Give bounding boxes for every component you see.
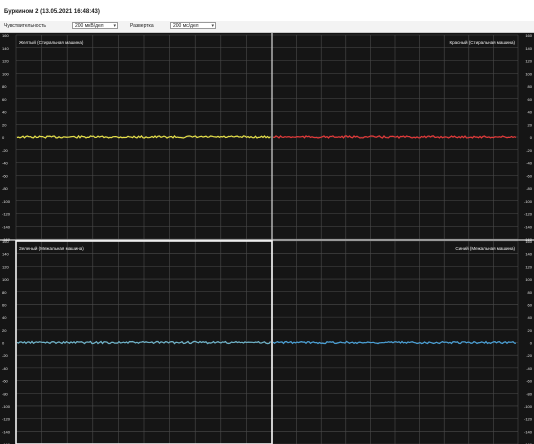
axis-tick-label-right: -60	[526, 173, 533, 178]
axis-tick-label-right: 80	[528, 290, 533, 295]
axis-tick-label-right: 120	[525, 264, 532, 269]
axis-tick-label-right: -80	[526, 186, 533, 191]
sensitivity-value: 200 мкВ/дел	[75, 23, 104, 29]
axis-tick-label-right: -60	[526, 379, 533, 384]
axis-tick-label-left: 60	[2, 97, 7, 102]
axis-tick-label-left: 0	[2, 135, 5, 140]
axis-tick-label-left: 20	[2, 328, 7, 333]
panel-label: Желтый (Стиральная машина)	[19, 39, 84, 45]
axis-tick-label-left: 120	[2, 59, 9, 64]
axis-tick-label-left: 40	[2, 110, 7, 115]
axis-tick-label-right: 140	[525, 252, 532, 257]
axis-tick-label-right: 120	[525, 59, 532, 64]
axis-tick-label-right: 100	[525, 277, 532, 282]
oscilloscope-area: 160 140 120 100 80 60 40 20 0 -20 -40 -60 -80 -100 -12…	[0, 33, 534, 444]
axis-tick-label-right: -140	[524, 224, 533, 229]
oscilloscope-canvas: 160 140 120 100 80 60 40 20 0 -20 -40 -60 -80 -100 -12…	[0, 33, 534, 444]
axis-tick-label-left: 20	[2, 122, 7, 127]
axis-tick-label-right: -40	[526, 161, 533, 166]
axis-tick-label-right: -40	[526, 366, 533, 371]
axis-tick-label-right: 40	[528, 315, 533, 320]
axis-tick-label-left: -120	[2, 212, 11, 217]
sweep-value: 200 мс/дел	[173, 23, 199, 29]
axis-tick-label-left: 120	[2, 264, 9, 269]
axis-tick-label-right: -160	[524, 237, 533, 242]
axis-tick-label-left: -160	[2, 237, 11, 242]
panel-label: Красный (Стиральная машина)	[449, 39, 515, 45]
axis-tick-label-right: -120	[524, 212, 533, 217]
axis-tick-label-right: -20	[526, 353, 533, 358]
axis-tick-label-right: 60	[528, 302, 533, 307]
axis-tick-label-left: 80	[2, 84, 7, 89]
axis-tick-label-left: -40	[2, 366, 9, 371]
toolbar: Чувствительность 200 мкВ/дел ▾ Развертка…	[0, 21, 534, 33]
axis-tick-label-left: -20	[2, 353, 9, 358]
sensitivity-select[interactable]: 200 мкВ/дел ▾	[72, 22, 118, 29]
signal-trace	[16, 134, 271, 139]
axis-tick-label-right: 40	[528, 110, 533, 115]
title-bar: Буркином 2 (13.05.2021 16:48:43)	[0, 0, 534, 21]
axis-tick-label-left: -20	[2, 148, 9, 153]
axis-tick-label-right: 20	[528, 328, 533, 333]
axis-tick-label-left: 0	[2, 341, 5, 346]
axis-tick-label-left: -140	[2, 224, 11, 229]
axis-tick-label-right: 0	[530, 341, 533, 346]
axis-tick-label-left: -60	[2, 173, 9, 178]
axis-tick-label-left: 80	[2, 290, 7, 295]
axis-tick-label-left: -100	[2, 404, 11, 409]
chevron-down-icon: ▾	[211, 23, 214, 29]
panel-label: Зеленый (Межальная машина)	[19, 245, 84, 251]
signal-trace	[16, 340, 271, 345]
axis-tick-label-left: -60	[2, 379, 9, 384]
axis-tick-label-left: 160	[2, 33, 9, 38]
axis-tick-label-left: 100	[2, 71, 9, 76]
axis-tick-label-right: 0	[530, 135, 533, 140]
axis-tick-label-left: -100	[2, 199, 11, 204]
axis-tick-label-left: 100	[2, 277, 9, 282]
signal-trace	[272, 134, 517, 139]
axis-tick-label-left: -40	[2, 161, 9, 166]
axis-tick-label-right: 20	[528, 122, 533, 127]
axis-tick-label-right: 160	[525, 239, 532, 244]
axis-tick-label-left: -80	[2, 391, 9, 396]
axis-tick-label-left: 140	[2, 46, 9, 51]
sweep-label: Развертка	[130, 23, 154, 29]
axis-tick-label-right: -120	[524, 417, 533, 422]
axis-tick-label-right: -100	[524, 199, 533, 204]
axis-tick-label-left: -140	[2, 429, 11, 434]
axis-tick-label-right: 80	[528, 84, 533, 89]
axis-tick-label-right: 60	[528, 97, 533, 102]
axis-tick-label-right: -160	[524, 442, 533, 444]
axis-tick-label-right: 140	[525, 46, 532, 51]
axis-tick-label-right: -140	[524, 429, 533, 434]
axis-tick-label-left: -80	[2, 186, 9, 191]
signal-trace	[272, 340, 517, 345]
axis-tick-label-left: 140	[2, 252, 9, 257]
axis-tick-label-right: -80	[526, 391, 533, 396]
panel-label: Синий (Межальная машина)	[455, 245, 515, 251]
axis-tick-label-right: -100	[524, 404, 533, 409]
selected-panel-frame	[15, 240, 273, 444]
axis-tick-label-right: 100	[525, 71, 532, 76]
sensitivity-label: Чувствительность	[4, 23, 46, 29]
axis-tick-label-left: 40	[2, 315, 7, 320]
axis-tick-label-left: -160	[2, 442, 11, 444]
axis-tick-label-right: 160	[525, 33, 532, 38]
window-title: Буркином 2 (13.05.2021 16:48:43)	[4, 9, 100, 15]
axis-tick-label-left: 60	[2, 302, 7, 307]
chevron-down-icon: ▾	[113, 23, 116, 29]
axis-tick-label-right: -20	[526, 148, 533, 153]
axis-tick-label-left: -120	[2, 417, 11, 422]
sweep-select[interactable]: 200 мс/дел ▾	[170, 22, 216, 29]
axis-tick-label-left: 160	[2, 239, 9, 244]
